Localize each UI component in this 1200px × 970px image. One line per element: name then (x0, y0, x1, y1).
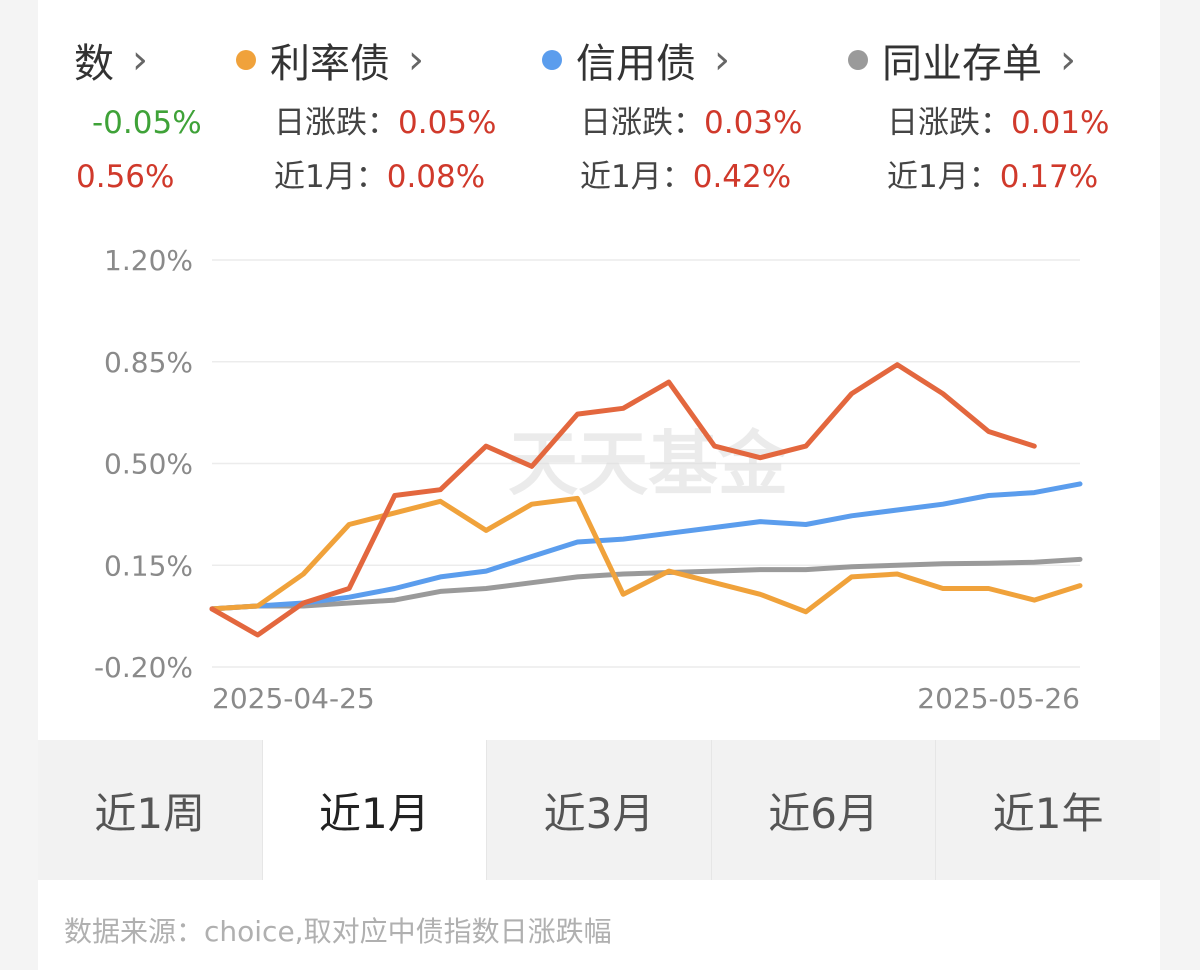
legend-month-change: 0.56% (76, 155, 174, 199)
month-change-value: 0.56% (76, 159, 175, 195)
daily-change-label: 日涨跌： (274, 105, 398, 141)
daily-change-label: 日涨跌： (887, 105, 1011, 141)
x-axis-end-label: 2025-05-26 (917, 682, 1080, 715)
tab-1-week[interactable]: 近1周 (38, 740, 263, 880)
legend-name: 同业存单 (882, 41, 1042, 87)
chevron-right-icon: › (1060, 37, 1076, 83)
legend-daily-change: 日涨跌：0.01% (887, 101, 1109, 145)
legend-month-change: 近1月：0.42% (580, 155, 791, 199)
legend-dot-icon (236, 50, 256, 70)
daily-change-value: 0.01% (1011, 105, 1110, 141)
month-change-value: 0.42% (692, 159, 792, 195)
legend-item-index[interactable]: 数 › (74, 30, 148, 90)
series-line-0 (209, 362, 1037, 638)
y-tick-label: 0.85% (104, 346, 193, 379)
daily-change-value: 0.03% (704, 105, 803, 141)
legend-month-change: 近1月：0.08% (274, 155, 485, 199)
daily-change-label: 日涨跌： (580, 105, 704, 141)
y-axis-ticks: 1.20% 0.85% 0.50% 0.15% -0.20% (94, 244, 193, 684)
month-change-label: 近1月： (887, 159, 1000, 195)
month-change-value: 0.08% (386, 159, 486, 195)
tab-6-months[interactable]: 近6月 (711, 740, 937, 880)
series-line-1 (209, 495, 1083, 615)
period-tabs: 近1周 近1月 近3月 近6月 近1年 (38, 740, 1160, 880)
month-change-value: 0.17% (999, 159, 1099, 195)
series-line-3 (209, 556, 1083, 612)
daily-change-value: 0.05% (398, 105, 497, 141)
series-line-2 (209, 481, 1083, 612)
watermark-text: 天天基金 (508, 422, 789, 505)
legend-daily-change: 日涨跌：0.05% (274, 101, 496, 145)
legend-month-change: 近1月：0.17% (887, 155, 1098, 199)
legend-daily-change: -0.05% (92, 101, 202, 145)
tab-3-months[interactable]: 近3月 (487, 740, 712, 880)
line-chart[interactable]: 1.20% 0.85% 0.50% 0.15% -0.20% 天天基金 2025-04-… (0, 0, 1200, 740)
legend-daily-change: 日涨跌：0.03% (580, 101, 802, 145)
month-change-label: 近1月： (580, 159, 693, 195)
legend-dot-icon (542, 50, 562, 70)
x-axis-start-label: 2025-04-25 (212, 682, 375, 715)
y-tick-label: -0.20% (94, 651, 193, 684)
chevron-right-icon: › (408, 37, 424, 83)
legend-name: 数 (74, 41, 114, 87)
data-source-note: 数据来源：choice,取对应中债指数日涨跌幅 (64, 915, 612, 948)
tab-1-year[interactable]: 近1年 (936, 740, 1160, 880)
legend-item-credit-bond[interactable]: 信用债 › (542, 30, 730, 90)
tab-1-month[interactable]: 近1月 (262, 740, 488, 880)
y-tick-label: 1.20% (104, 244, 193, 277)
chevron-right-icon: › (132, 37, 148, 83)
y-tick-label: 0.15% (104, 549, 193, 582)
chevron-right-icon: › (714, 37, 730, 83)
daily-change-value: -0.05% (92, 105, 202, 141)
legend-name: 利率债 (270, 41, 390, 87)
legend-item-rate-bond[interactable]: 利率债 › (236, 30, 424, 90)
legend-item-ncd[interactable]: 同业存单 › (848, 30, 1076, 90)
y-tick-label: 0.50% (104, 448, 193, 481)
series-lines (209, 362, 1083, 638)
legend-dot-icon (848, 50, 868, 70)
month-change-label: 近1月： (274, 159, 387, 195)
legend-name: 信用债 (576, 41, 696, 87)
